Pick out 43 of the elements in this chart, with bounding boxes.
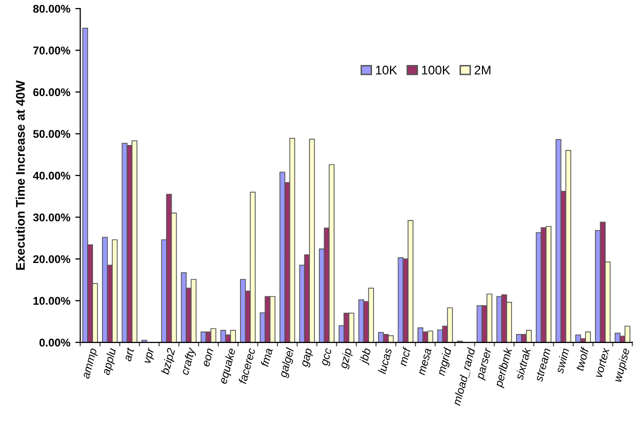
x-tick-label: lucas xyxy=(378,347,392,374)
x-tick-label: parser xyxy=(477,347,494,381)
x-tick-label: galgel xyxy=(278,347,296,379)
x-tick-label: vpr xyxy=(144,347,156,364)
x-tick-label: stream xyxy=(535,348,551,382)
x-tick-label: vortex xyxy=(594,347,610,378)
x-tick-label: crafty xyxy=(180,346,198,376)
x-tick-label: gap xyxy=(302,348,314,368)
x-tick-label: ammp xyxy=(83,348,100,380)
y-tick-label: 20.00% xyxy=(33,255,70,264)
x-tick-label: perlbmk xyxy=(494,346,514,388)
x-tick-label: mesa xyxy=(418,348,432,376)
y-axis-title: Execution Time Increase at 40W xyxy=(16,80,25,270)
x-tick-label: sixtrak xyxy=(514,346,532,380)
y-tick-label: 10.00% xyxy=(34,296,70,305)
bar xyxy=(556,139,562,342)
x-tick-label: facerec xyxy=(238,347,256,384)
x-tick-label: swim xyxy=(555,348,570,374)
x-tick-label: equake xyxy=(218,348,238,385)
y-tick-label: 0.00% xyxy=(39,338,70,347)
x-tick-label: gzip xyxy=(338,348,354,370)
legend-label: 10K xyxy=(376,66,398,75)
legend-label: 2M xyxy=(474,66,490,74)
bar xyxy=(240,278,246,342)
y-tick-label: 30.00% xyxy=(33,213,70,222)
y-tick-label: 40.00% xyxy=(33,172,70,180)
x-tick-label: bzip2 xyxy=(160,347,178,376)
x-tick-label: gcc xyxy=(322,348,334,367)
x-tick-label: mcf xyxy=(398,346,412,366)
bar xyxy=(102,236,108,342)
x-tick-label: eon xyxy=(203,348,214,367)
y-tick-label: 60.00% xyxy=(33,88,70,96)
x-tick-label: wupise xyxy=(613,348,632,383)
x-tick-label: art xyxy=(124,347,134,362)
x-tick-label: applu xyxy=(101,347,118,376)
y-tick-label: 70.00% xyxy=(33,46,70,54)
x-tick-label: jbb xyxy=(358,348,373,366)
y-tick-label: 50.00% xyxy=(33,130,70,138)
y-tick-label: 80.00% xyxy=(33,4,70,13)
x-tick-label: mgrid xyxy=(436,346,454,377)
x-tick-label: fma xyxy=(260,348,273,367)
x-tick-label: twolf xyxy=(575,346,590,371)
legend-label: 100K xyxy=(422,66,450,75)
